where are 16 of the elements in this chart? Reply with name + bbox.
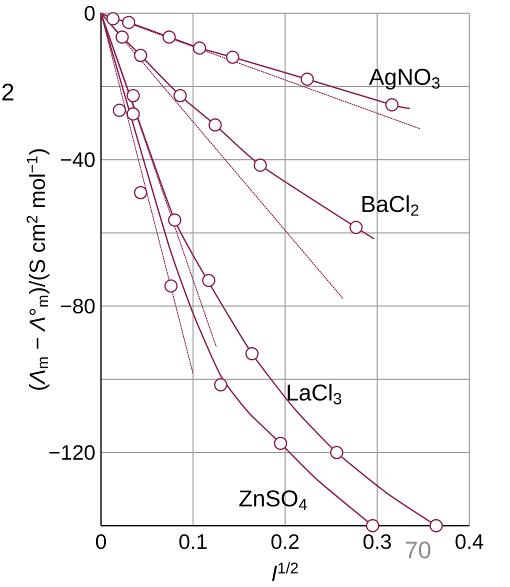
series-label: AgNO$_{3}$ xyxy=(368,68,440,90)
x-tick-label: 0.1 xyxy=(179,534,207,550)
x-tick-label: 0.3 xyxy=(363,534,391,550)
text: 2 xyxy=(2,84,14,100)
y-tick-label: −80 xyxy=(61,298,95,314)
series-label: LaCl$_{3}$ xyxy=(288,384,342,404)
series-label: ZnSO$_{4}$ xyxy=(239,490,307,510)
text: 70 xyxy=(406,542,430,558)
series-label: BaCl$_{2}$ xyxy=(362,195,418,216)
x-tick-label: 0.2 xyxy=(271,534,299,550)
y-tick-label: −40 xyxy=(61,152,95,168)
x-axis-title: I$^{1/2}$ xyxy=(272,562,298,581)
y-tick-label: 0 xyxy=(84,6,95,21)
x-tick-label: 0.4 xyxy=(456,534,484,550)
x-tick-label: 0 xyxy=(96,534,106,550)
y-tick-label: −120 xyxy=(49,445,95,460)
